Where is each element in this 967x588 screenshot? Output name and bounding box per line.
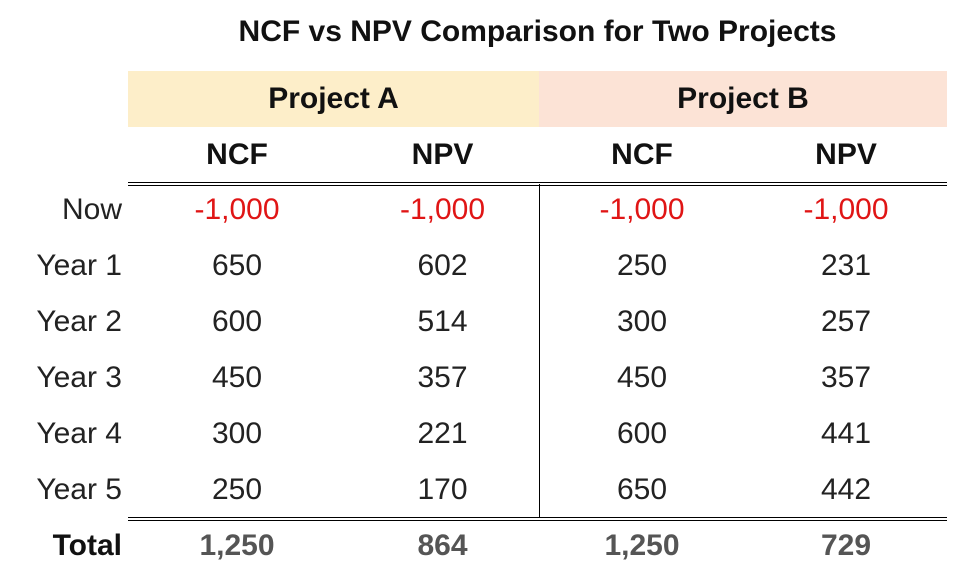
table-cell-a-npv: 170	[417, 473, 468, 506]
row-label: Year 5	[36, 473, 122, 506]
table-cell-a-ncf: 650	[211, 249, 263, 282]
total-cell-a-npv: 864	[417, 529, 468, 562]
total-cell-a-ncf: 1,250	[199, 529, 275, 562]
row-label: Year 4	[36, 417, 122, 450]
table-cell-b-npv: 441	[820, 417, 872, 450]
column-header-a-ncf: NCF	[206, 138, 268, 171]
table-cell-b-npv: -1,000	[803, 193, 889, 226]
table-cell-b-ncf: 600	[616, 417, 668, 450]
total-divider-top	[128, 517, 947, 518]
table-title: NCF vs NPV Comparison for Two Projects	[238, 15, 837, 48]
table-cell-b-ncf: 300	[616, 305, 668, 338]
row-label: Year 1	[36, 249, 122, 282]
total-label: Total	[52, 529, 122, 562]
project-a-header: Project A	[128, 71, 539, 127]
table-cell-b-ncf: 250	[616, 249, 668, 282]
total-cell-b-npv: 729	[820, 529, 872, 562]
column-header-b-ncf: NCF	[611, 138, 673, 171]
header-divider-bottom	[128, 185, 947, 186]
project-divider	[539, 184, 540, 518]
table-cell-a-ncf: 450	[211, 361, 263, 394]
table-cell-b-npv: 231	[820, 249, 872, 282]
table-cell-a-npv: 514	[417, 305, 468, 338]
table-cell-b-ncf: 650	[616, 473, 668, 506]
column-header-b-npv: NPV	[815, 138, 877, 171]
column-header-a-npv: NPV	[411, 138, 474, 171]
row-label: Year 2	[36, 305, 122, 338]
table-cell-a-npv: 357	[417, 361, 468, 394]
row-label: Year 3	[36, 361, 122, 394]
table-cell-a-npv: 602	[417, 249, 468, 282]
table-cell-b-npv: 257	[820, 305, 872, 338]
table-cell-a-ncf: 300	[211, 417, 263, 450]
header-divider-top	[128, 182, 947, 183]
project-b-header: Project B	[539, 71, 947, 127]
row-label: Now	[61, 193, 122, 226]
table-cell-b-ncf: 450	[616, 361, 668, 394]
table-cell-a-npv: 221	[417, 417, 468, 450]
table-cell-a-npv: -1,000	[399, 193, 486, 226]
table-cell-b-npv: 442	[820, 473, 872, 506]
total-cell-b-ncf: 1,250	[604, 529, 680, 562]
table-cell-a-ncf: 250	[211, 473, 263, 506]
table-cell-b-ncf: -1,000	[599, 193, 685, 226]
table-cell-a-ncf: 600	[211, 305, 263, 338]
table-cell-b-npv: 357	[820, 361, 872, 394]
table-cell-a-ncf: -1,000	[194, 193, 280, 226]
total-divider-bottom	[128, 520, 947, 521]
